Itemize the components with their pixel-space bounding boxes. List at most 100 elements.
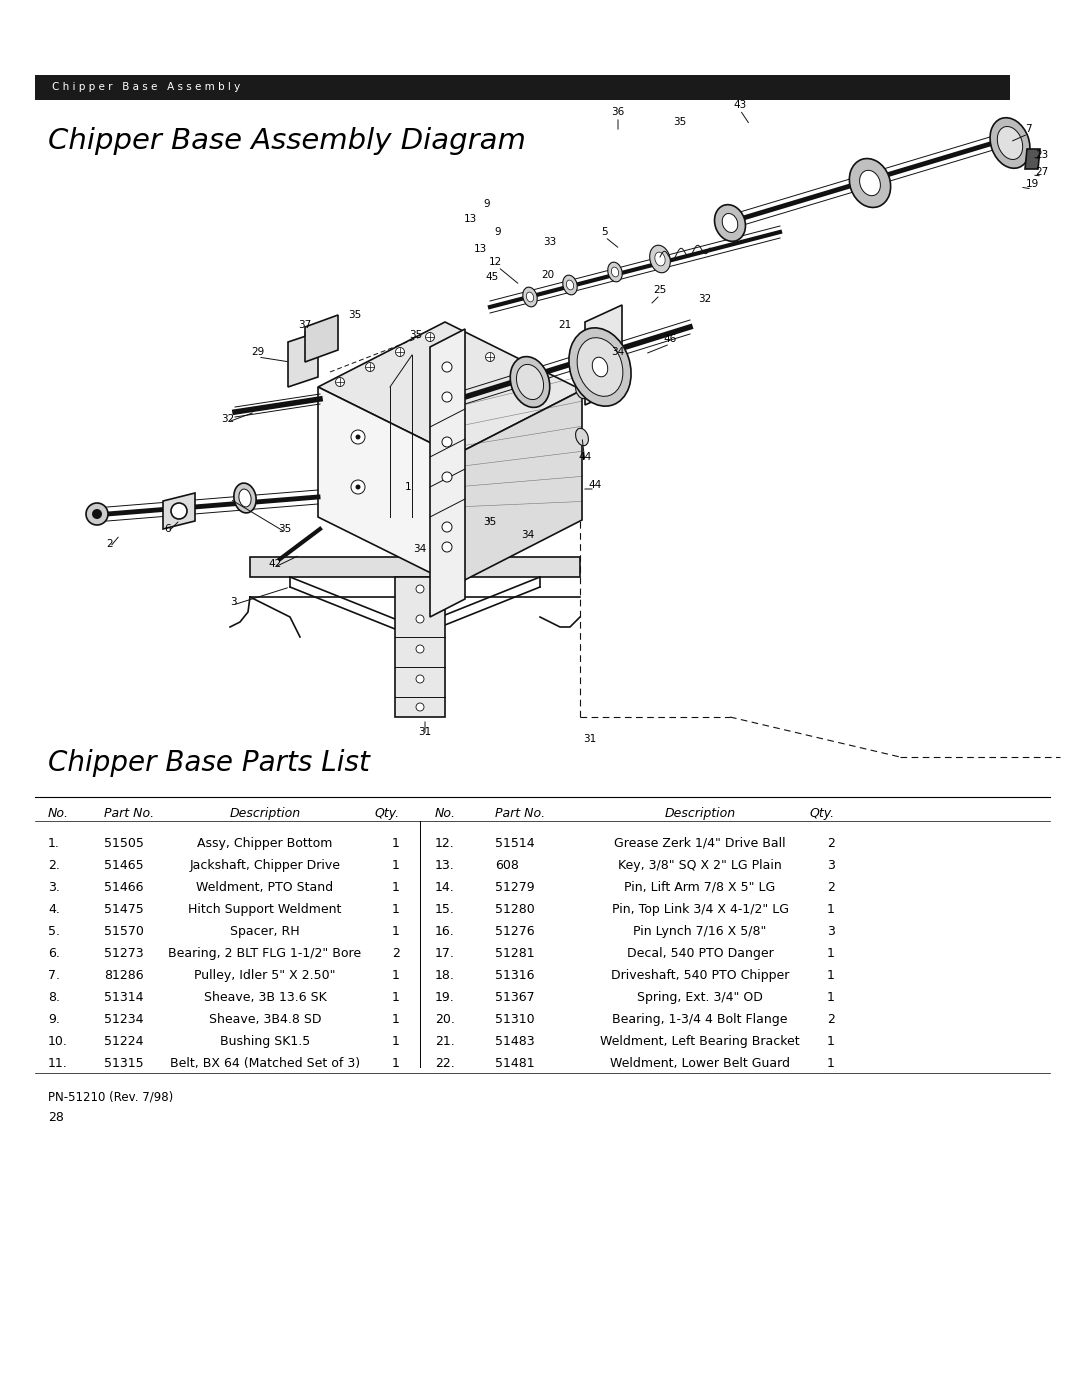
Text: 34: 34 bbox=[522, 529, 535, 541]
Text: Spacer, RH: Spacer, RH bbox=[230, 925, 300, 937]
Text: 13.: 13. bbox=[435, 859, 455, 872]
Text: 1: 1 bbox=[392, 882, 400, 894]
Text: 51224: 51224 bbox=[104, 1035, 144, 1048]
Circle shape bbox=[336, 377, 345, 387]
Ellipse shape bbox=[563, 275, 577, 295]
Ellipse shape bbox=[1002, 134, 1017, 152]
Text: 2: 2 bbox=[827, 837, 835, 849]
Text: 19: 19 bbox=[1025, 179, 1039, 189]
Circle shape bbox=[442, 542, 453, 552]
Text: Bearing, 1-3/4 4 Bolt Flange: Bearing, 1-3/4 4 Bolt Flange bbox=[612, 1013, 787, 1025]
Text: 51281: 51281 bbox=[495, 947, 535, 960]
Text: 1: 1 bbox=[392, 902, 400, 916]
Ellipse shape bbox=[239, 489, 252, 507]
Circle shape bbox=[442, 437, 453, 447]
Text: 2: 2 bbox=[392, 947, 400, 960]
Text: Key, 3/8" SQ X 2" LG Plain: Key, 3/8" SQ X 2" LG Plain bbox=[618, 859, 782, 872]
Text: 44: 44 bbox=[579, 453, 592, 462]
Text: 34: 34 bbox=[414, 543, 427, 555]
Text: Description: Description bbox=[664, 807, 735, 820]
Text: 34: 34 bbox=[611, 346, 624, 358]
Text: 51310: 51310 bbox=[495, 1013, 535, 1025]
Text: 32: 32 bbox=[699, 293, 712, 305]
Ellipse shape bbox=[650, 246, 671, 272]
Text: Decal, 540 PTO Danger: Decal, 540 PTO Danger bbox=[626, 947, 773, 960]
Ellipse shape bbox=[723, 214, 738, 232]
Circle shape bbox=[442, 522, 453, 532]
Text: 1: 1 bbox=[392, 925, 400, 937]
Text: 1: 1 bbox=[392, 990, 400, 1004]
Polygon shape bbox=[455, 390, 582, 585]
Text: 1: 1 bbox=[827, 1058, 835, 1070]
Ellipse shape bbox=[849, 158, 891, 208]
Text: Driveshaft, 540 PTO Chipper: Driveshaft, 540 PTO Chipper bbox=[611, 970, 789, 982]
Ellipse shape bbox=[569, 328, 631, 407]
Text: 35: 35 bbox=[349, 310, 362, 320]
Text: 1: 1 bbox=[392, 837, 400, 849]
Circle shape bbox=[355, 434, 361, 440]
Circle shape bbox=[442, 362, 453, 372]
Text: 32: 32 bbox=[221, 414, 234, 425]
Ellipse shape bbox=[608, 263, 622, 282]
Text: 6: 6 bbox=[164, 524, 172, 534]
Text: Part No.: Part No. bbox=[104, 807, 154, 820]
Text: 9: 9 bbox=[484, 198, 490, 210]
Text: 4.: 4. bbox=[48, 902, 59, 916]
Text: 16.: 16. bbox=[435, 925, 455, 937]
Text: Weldment, Lower Belt Guard: Weldment, Lower Belt Guard bbox=[610, 1058, 789, 1070]
Ellipse shape bbox=[523, 288, 537, 307]
Ellipse shape bbox=[566, 279, 573, 291]
Text: 35: 35 bbox=[673, 117, 687, 127]
Text: 23: 23 bbox=[1036, 149, 1049, 161]
Text: 6.: 6. bbox=[48, 947, 59, 960]
Text: Pin, Lift Arm 7/8 X 5" LG: Pin, Lift Arm 7/8 X 5" LG bbox=[624, 882, 775, 894]
Ellipse shape bbox=[990, 117, 1030, 168]
Text: Qty.: Qty. bbox=[375, 807, 400, 820]
Text: Bushing SK1.5: Bushing SK1.5 bbox=[220, 1035, 310, 1048]
Text: 2.: 2. bbox=[48, 859, 59, 872]
Circle shape bbox=[351, 430, 365, 444]
Text: 5: 5 bbox=[602, 226, 608, 237]
Circle shape bbox=[365, 362, 375, 372]
Circle shape bbox=[171, 503, 187, 520]
Circle shape bbox=[395, 348, 405, 356]
Circle shape bbox=[486, 352, 495, 362]
Polygon shape bbox=[585, 305, 622, 405]
Polygon shape bbox=[288, 332, 318, 387]
Text: 608: 608 bbox=[495, 859, 518, 872]
Text: 1: 1 bbox=[392, 1058, 400, 1070]
Text: 27: 27 bbox=[1036, 168, 1049, 177]
Text: 2: 2 bbox=[827, 882, 835, 894]
Ellipse shape bbox=[715, 204, 745, 242]
Text: 11.: 11. bbox=[48, 1058, 68, 1070]
Text: 37: 37 bbox=[298, 320, 312, 330]
Text: 1: 1 bbox=[827, 902, 835, 916]
Text: 51314: 51314 bbox=[104, 990, 144, 1004]
Text: 15.: 15. bbox=[435, 902, 455, 916]
Text: 1: 1 bbox=[392, 1035, 400, 1048]
Circle shape bbox=[86, 503, 108, 525]
Text: PN-51210 (Rev. 7/98): PN-51210 (Rev. 7/98) bbox=[48, 1091, 173, 1104]
Text: 1: 1 bbox=[405, 482, 411, 492]
Text: Sheave, 3B4.8 SD: Sheave, 3B4.8 SD bbox=[208, 1013, 321, 1025]
Text: 35: 35 bbox=[484, 517, 497, 527]
Ellipse shape bbox=[510, 356, 550, 408]
Text: Description: Description bbox=[229, 807, 300, 820]
Text: 5.: 5. bbox=[48, 925, 60, 937]
Text: 1: 1 bbox=[392, 970, 400, 982]
Ellipse shape bbox=[526, 292, 534, 302]
Text: 14.: 14. bbox=[435, 882, 455, 894]
Text: Sheave, 3B 13.6 SK: Sheave, 3B 13.6 SK bbox=[204, 990, 326, 1004]
Text: 10.: 10. bbox=[48, 1035, 68, 1048]
Text: No.: No. bbox=[435, 807, 456, 820]
Ellipse shape bbox=[516, 365, 543, 400]
Circle shape bbox=[442, 472, 453, 482]
Polygon shape bbox=[1025, 149, 1040, 169]
Text: 51505: 51505 bbox=[104, 837, 144, 849]
Text: Hitch Support Weldment: Hitch Support Weldment bbox=[188, 902, 341, 916]
Text: Qty.: Qty. bbox=[810, 807, 835, 820]
Text: 31: 31 bbox=[418, 726, 432, 738]
Bar bbox=[35, 75, 1010, 101]
Circle shape bbox=[416, 703, 424, 711]
Circle shape bbox=[416, 675, 424, 683]
